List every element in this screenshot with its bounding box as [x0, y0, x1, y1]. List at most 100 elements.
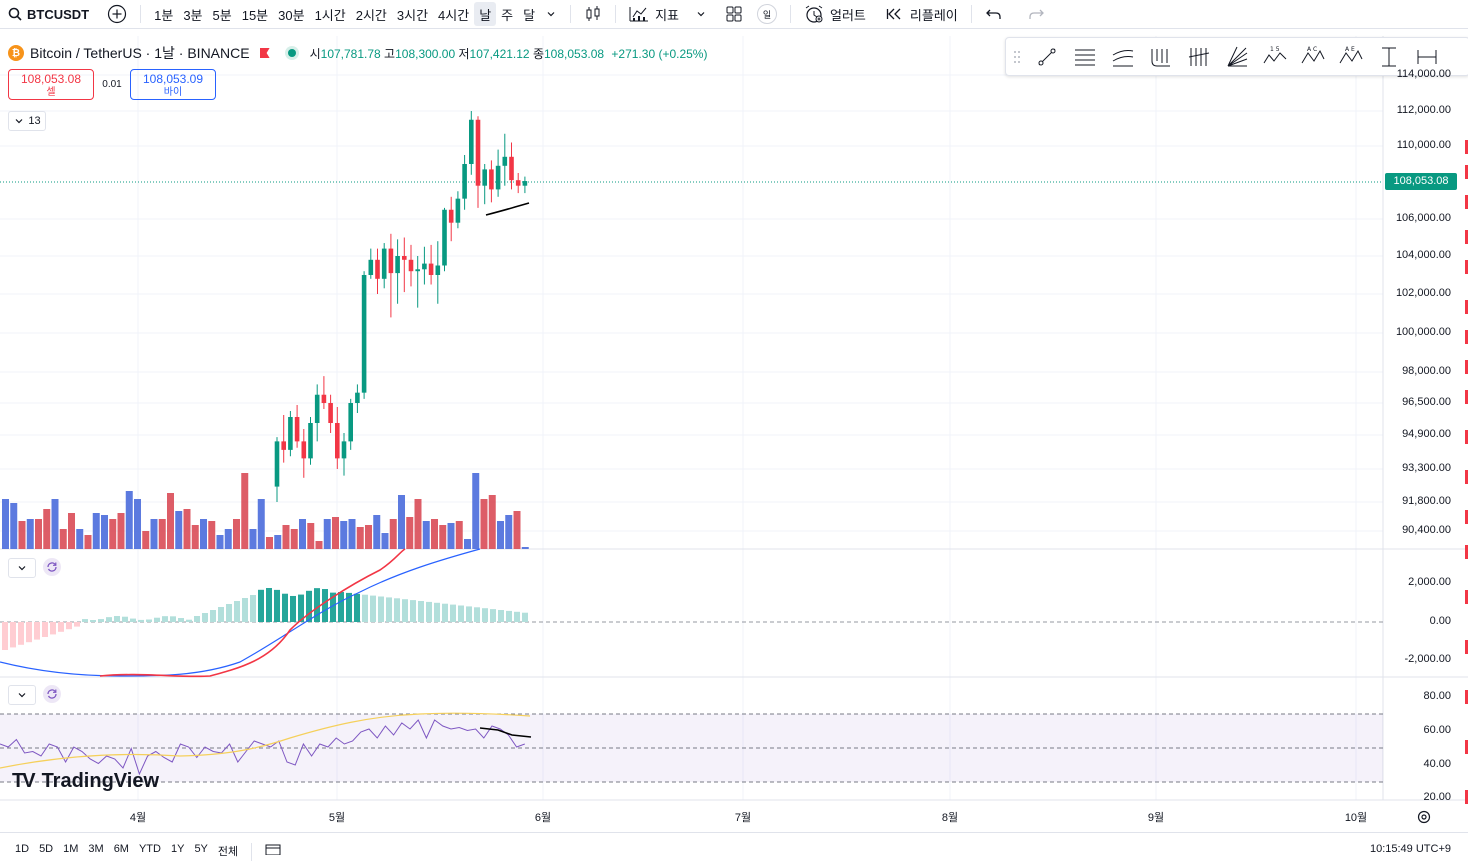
- chevron-down-icon: [18, 693, 26, 698]
- fib-tool-icon[interactable]: [1180, 42, 1218, 72]
- macd-histogram-bar: [2, 622, 8, 650]
- range-ytd[interactable]: YTD: [138, 843, 161, 855]
- price-range-tool-icon[interactable]: [1370, 42, 1408, 72]
- price-tick: 114,000.00: [1396, 68, 1451, 80]
- date-range-tool-icon[interactable]: [1408, 42, 1446, 72]
- indicators-dropdown[interactable]: [690, 2, 712, 26]
- macd-histogram-bar: [242, 598, 248, 622]
- volume-bar: [488, 495, 496, 549]
- macd-histogram-bar: [218, 607, 224, 622]
- layouts-button[interactable]: [720, 2, 748, 26]
- pattern-ae-tool-icon[interactable]: A E: [1332, 42, 1370, 72]
- replay-button[interactable]: 리플레이: [881, 2, 963, 26]
- interval-8[interactable]: 4시간: [438, 7, 470, 23]
- range-5y[interactable]: 5Y: [194, 843, 208, 855]
- timeframe-badge[interactable]: 일: [752, 2, 782, 26]
- candle-body: [355, 392, 360, 403]
- interval-6[interactable]: 2시간: [355, 7, 387, 23]
- range-3m[interactable]: 3M: [88, 843, 104, 855]
- interval-1[interactable]: 3분: [183, 7, 203, 23]
- sell-button[interactable]: 108,053.08 셀: [8, 69, 94, 100]
- volume-bar: [183, 509, 191, 549]
- range-전체[interactable]: 전체: [217, 846, 239, 858]
- macd-refresh-icon[interactable]: [43, 558, 61, 576]
- interval-5[interactable]: 1시간: [314, 7, 346, 23]
- volume-bar: [101, 515, 108, 549]
- candle-body: [442, 209, 447, 266]
- range-6m[interactable]: 6M: [113, 843, 129, 855]
- range-1m[interactable]: 1M: [63, 843, 79, 855]
- grid-icon: [726, 6, 742, 22]
- range-1d[interactable]: 1D: [15, 843, 30, 855]
- trend-line-tool-icon[interactable]: [1028, 42, 1066, 72]
- alert-button[interactable]: 얼러트: [799, 2, 871, 26]
- pitchfork-tool-icon[interactable]: [1142, 42, 1180, 72]
- candle-body: [502, 156, 508, 166]
- interval-10[interactable]: 주: [501, 7, 514, 23]
- drawn-rsi-line: [479, 727, 532, 738]
- badge-label: 일: [757, 4, 778, 24]
- brand-label: TradingView: [41, 770, 160, 792]
- macd-histogram-bar: [506, 610, 512, 622]
- macd-collapse-toggle[interactable]: [8, 558, 36, 578]
- macd-histogram-bar: [274, 589, 280, 622]
- price-tick: 96,500.00: [1402, 396, 1451, 408]
- tradingview-logo[interactable]: TV TradingView: [12, 770, 159, 793]
- buy-button[interactable]: 108,053.09 바이: [130, 69, 216, 100]
- horizontal-lines-tool-icon[interactable]: [1066, 42, 1104, 72]
- undo-button[interactable]: [980, 2, 1008, 26]
- interval-2[interactable]: 5분: [212, 7, 232, 23]
- macd-histogram-bar: [122, 616, 128, 622]
- interval-9[interactable]: 날: [474, 2, 497, 26]
- rewind-icon: [886, 8, 901, 20]
- macd-histogram-bar: [426, 601, 432, 622]
- range-5d[interactable]: 5D: [39, 843, 54, 855]
- rsi-refresh-icon[interactable]: [43, 685, 61, 703]
- fan-tool-icon[interactable]: [1218, 42, 1256, 72]
- edge-mark: [1465, 360, 1468, 374]
- volume-bar: [92, 513, 100, 549]
- chart-type-button[interactable]: [579, 2, 607, 26]
- flag-icon[interactable]: [259, 48, 270, 58]
- time-tick: 10월: [1344, 812, 1368, 824]
- macd-histogram-bar: [402, 599, 408, 622]
- compare-button[interactable]: [102, 2, 132, 26]
- legend-title[interactable]: Bitcoin / TetherUS · 1날 · BINANCE: [30, 45, 250, 61]
- interval-0[interactable]: 1분: [154, 7, 174, 23]
- range-1y[interactable]: 1Y: [170, 843, 185, 855]
- price-tick: 100,000.00: [1395, 326, 1451, 338]
- macd-histogram-bar: [66, 622, 72, 630]
- indicators-button[interactable]: 지표: [624, 2, 684, 26]
- pattern-15-tool-icon[interactable]: 1 5: [1256, 42, 1294, 72]
- chart-legend: ₿ Bitcoin / TetherUS · 1날 · BINANCE 시107…: [8, 43, 707, 63]
- channel-tool-icon[interactable]: [1104, 42, 1142, 72]
- volume-bar: [117, 513, 125, 549]
- edge-mark: [1465, 590, 1468, 604]
- indicators-collapse-toggle[interactable]: 13: [8, 111, 46, 131]
- edge-mark: [1465, 165, 1468, 179]
- market-open-status-icon[interactable]: [287, 49, 296, 57]
- volume-bar: [447, 523, 455, 549]
- drag-handle-icon[interactable]: [1006, 50, 1028, 64]
- interval-4[interactable]: 30분: [278, 7, 305, 23]
- pattern-abc-tool-icon[interactable]: A C: [1294, 42, 1332, 72]
- macd-histogram-bar: [266, 588, 272, 622]
- interval-dropdown[interactable]: [540, 2, 562, 26]
- alarm-clock-icon: [805, 5, 823, 23]
- edge-mark: [1465, 640, 1468, 654]
- calendar-icon[interactable]: [260, 833, 286, 858]
- chevron-down-icon: [547, 12, 555, 17]
- interval-7[interactable]: 3시간: [396, 7, 429, 23]
- redo-button[interactable]: [1022, 2, 1050, 26]
- macd-histogram-bar: [234, 601, 240, 622]
- interval-3[interactable]: 15분: [241, 7, 269, 23]
- search-icon: [8, 7, 22, 21]
- volume-bar: [200, 519, 207, 549]
- hidden-count: 13: [28, 115, 41, 127]
- volume-bar: [315, 541, 323, 549]
- interval-11[interactable]: 달: [523, 7, 536, 23]
- symbol-search[interactable]: BTCUSDT: [0, 2, 94, 26]
- rsi-collapse-toggle[interactable]: [8, 685, 36, 705]
- settings-gear-icon[interactable]: [1416, 809, 1432, 825]
